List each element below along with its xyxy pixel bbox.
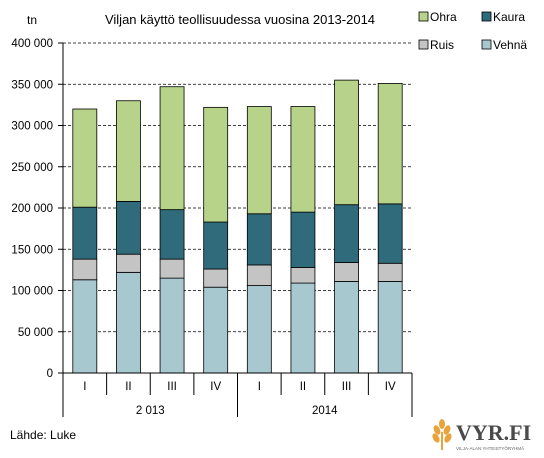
bar-ohra-3 xyxy=(203,106,229,223)
bar-kaura-3 xyxy=(203,221,229,270)
bar-kaura-4 xyxy=(246,213,272,266)
legend-label-ruis: Ruis xyxy=(430,38,454,52)
legend-label-kaura: Kaura xyxy=(493,10,525,24)
x-tick-label: II xyxy=(300,381,306,393)
bar-vehnä-0 xyxy=(72,279,98,374)
y-tick-label: 50 000 xyxy=(18,327,53,339)
bar-vehnä-2 xyxy=(159,277,185,374)
y-tick-label: 400 000 xyxy=(11,38,53,50)
logo-subtext: VILJA-ALAN YHTEISTYÖRYHMÄ xyxy=(456,446,525,451)
bar-ohra-4 xyxy=(246,106,272,215)
y-tick-label: 300 000 xyxy=(11,121,53,133)
bar-vehnä-7 xyxy=(377,281,403,374)
y-tick-label: 350 000 xyxy=(11,79,53,91)
y-tick-label: 100 000 xyxy=(11,286,53,298)
y-tick-label: 0 xyxy=(47,368,53,380)
legend: Ohra Kaura Ruis Vehnä xyxy=(418,10,527,52)
x-tick-label: II xyxy=(125,381,131,393)
bars xyxy=(72,79,403,374)
bar-kaura-5 xyxy=(290,211,316,268)
y-axis-label: tn xyxy=(27,13,37,27)
y-tick-label: 250 000 xyxy=(11,162,53,174)
legend-swatch-kaura xyxy=(481,11,492,22)
legend-swatch-ohra xyxy=(418,11,429,22)
bar-vehnä-4 xyxy=(246,285,272,374)
bar-vehnä-1 xyxy=(116,271,141,374)
bar-ruis-7 xyxy=(377,262,403,282)
x-tick-label: IV xyxy=(385,381,396,393)
bar-ruis-3 xyxy=(203,268,229,288)
y-tick-label: 150 000 xyxy=(11,244,53,256)
legend-label-vehnä: Vehnä xyxy=(493,38,527,52)
bar-ruis-5 xyxy=(290,266,316,284)
bar-vehnä-6 xyxy=(334,281,359,374)
legend-swatch-ruis xyxy=(418,39,429,50)
bar-ohra-2 xyxy=(159,86,185,211)
legend-label-ohra: Ohra xyxy=(430,10,457,24)
x-tick-label: III xyxy=(342,381,352,393)
bar-kaura-6 xyxy=(334,204,359,263)
bar-kaura-0 xyxy=(72,206,98,260)
y-tick-label: 200 000 xyxy=(11,203,53,215)
bar-kaura-7 xyxy=(377,203,403,264)
bar-ruis-6 xyxy=(334,262,359,282)
wheat-icon xyxy=(432,419,452,450)
y-tick-labels: 400 000 350 000 300 000 250 000 200 000 150 0… xyxy=(11,38,53,380)
bar-ruis-2 xyxy=(159,258,185,279)
x-group-label: 2 013 xyxy=(136,405,165,417)
bar-ruis-1 xyxy=(116,253,141,273)
vyr-logo: VYR.FI VILJA-ALAN YHTEISTYÖRYHMÄ xyxy=(430,418,538,454)
bar-ohra-6 xyxy=(334,79,359,206)
source-note: Lähde: Luke xyxy=(10,428,77,442)
bar-ruis-0 xyxy=(72,258,98,281)
bar-vehnä-5 xyxy=(290,282,316,374)
legend-swatch-vehnä xyxy=(481,39,492,50)
bar-ohra-7 xyxy=(377,83,403,205)
bar-kaura-2 xyxy=(159,209,185,260)
x-tick-label: IV xyxy=(210,381,221,393)
bar-vehnä-3 xyxy=(203,286,229,374)
chart-title: Viljan käyttö teollisuudessa vuosina 201… xyxy=(105,12,375,27)
x-tick-label: I xyxy=(83,381,86,393)
x-tick-label: I xyxy=(258,381,261,393)
x-tick-label: III xyxy=(167,381,177,393)
x-tick-labels: I II III IV I II III IV2 013 2014 xyxy=(62,373,413,417)
bar-ohra-0 xyxy=(72,108,98,208)
bar-ohra-5 xyxy=(290,106,316,213)
bar-kaura-1 xyxy=(116,200,141,255)
bar-ruis-4 xyxy=(246,264,272,286)
logo-text: VYR.FI xyxy=(456,420,532,445)
bar-ohra-1 xyxy=(116,100,141,202)
x-group-label: 2014 xyxy=(312,405,338,417)
